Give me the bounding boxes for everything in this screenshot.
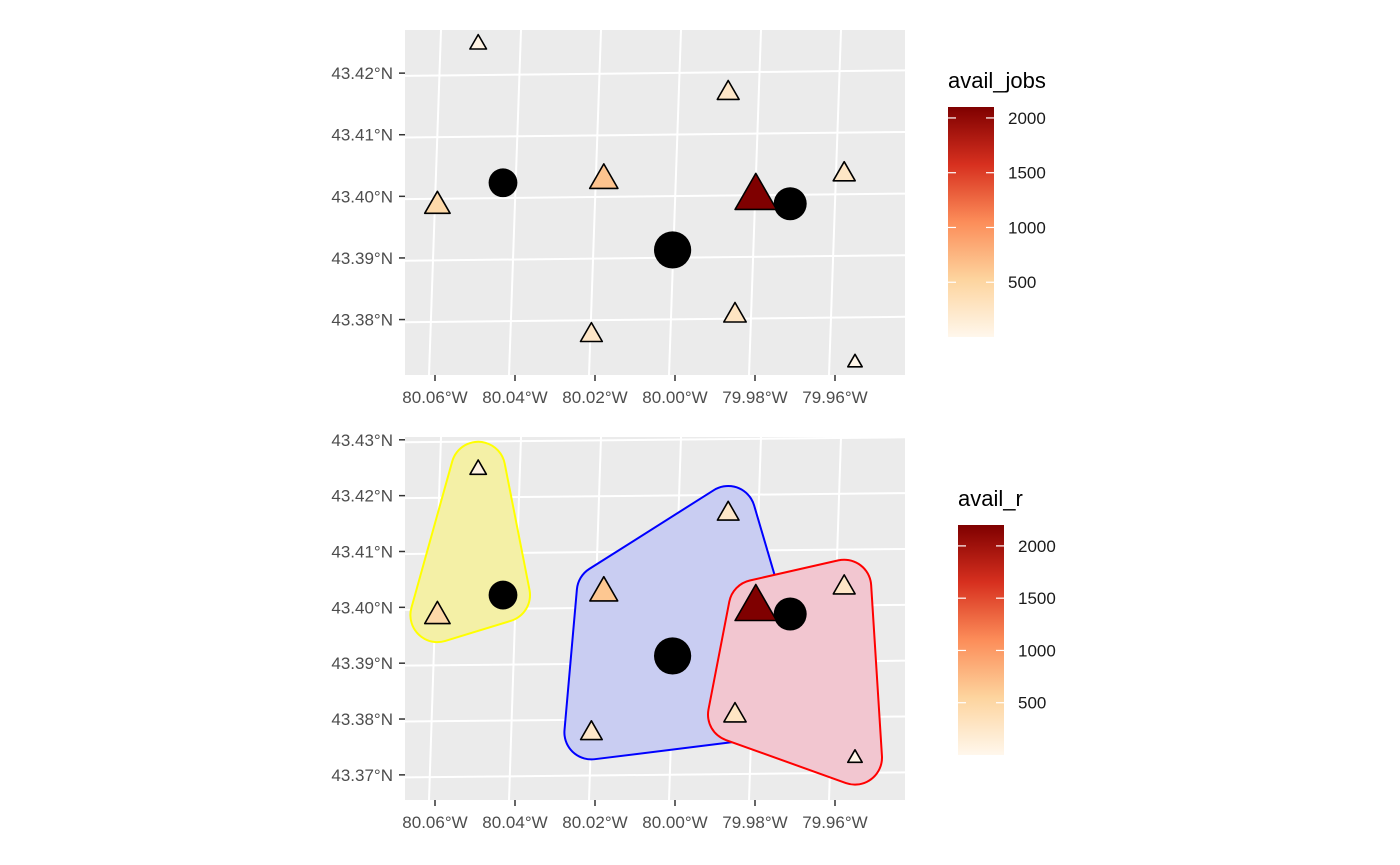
x-tick-label: 79.96°W <box>802 813 867 832</box>
point-triangle <box>734 583 778 622</box>
point-circle <box>654 637 692 675</box>
x-tick-label: 80.02°W <box>562 388 627 407</box>
legend-title: avail_jobs <box>948 68 1046 93</box>
point-circle <box>488 168 518 198</box>
point-triangle <box>469 33 488 50</box>
x-tick-label: 80.06°W <box>402 813 467 832</box>
legend-label: 1500 <box>1018 589 1056 608</box>
gridline-lon <box>508 30 522 375</box>
point-triangle <box>846 748 864 764</box>
point-circle <box>773 597 807 631</box>
legend-label: 1000 <box>1008 218 1046 237</box>
region-inner-1 <box>411 442 529 642</box>
y-tick-label: 43.40°N <box>331 187 393 206</box>
point-triangle <box>579 719 604 741</box>
x-tick-label: 80.04°W <box>482 388 547 407</box>
legend: avail_r 2000 1500 1000 500 <box>958 486 1056 755</box>
point-triangle <box>469 459 488 476</box>
y-tick-label: 43.42°N <box>331 64 393 83</box>
y-tick-label: 43.37°N <box>331 766 393 785</box>
legend: avail_jobs 2000 1500 1000 500 <box>948 68 1046 337</box>
x-tick-label: 80.00°W <box>642 813 707 832</box>
y-tick-label: 43.43°N <box>331 431 393 450</box>
points <box>423 459 864 764</box>
point-triangle <box>716 500 740 521</box>
legend-label: 2000 <box>1008 109 1046 128</box>
point-triangle <box>846 353 864 368</box>
y-tick-label: 43.40°N <box>331 598 393 617</box>
x-tick-label: 80.06°W <box>402 388 467 407</box>
y-tick-label: 43.41°N <box>331 126 393 145</box>
point-triangle <box>832 160 857 182</box>
point-triangle <box>423 600 451 625</box>
point-triangle <box>734 172 778 211</box>
gridline-lat <box>405 130 905 139</box>
point-triangle <box>579 321 604 343</box>
gridline-lon <box>668 30 682 375</box>
gridline-lat <box>405 254 905 262</box>
point-circle <box>654 231 692 269</box>
legend-label: 1500 <box>1008 164 1046 183</box>
legend-label: 500 <box>1008 273 1036 292</box>
gridline-lat <box>405 69 905 77</box>
point-triangle <box>722 301 748 323</box>
point-triangle <box>588 163 619 190</box>
legend-colorbar <box>958 525 1004 755</box>
x-tick-label: 80.00°W <box>642 388 707 407</box>
y-tick-label: 43.39°N <box>331 654 393 673</box>
x-tick-label: 80.02°W <box>562 813 627 832</box>
legend-label: 2000 <box>1018 537 1056 556</box>
y-tick-label: 43.41°N <box>331 542 393 561</box>
point-circle <box>773 187 807 221</box>
x-tick-label: 79.98°W <box>722 813 787 832</box>
gridlines <box>405 30 905 375</box>
points <box>423 33 864 368</box>
gridline-lat <box>405 192 905 201</box>
point-triangle <box>723 701 747 723</box>
point-triangle <box>423 190 451 215</box>
y-tick-label: 43.38°N <box>331 311 393 330</box>
gridline-lon <box>588 30 602 375</box>
y-tick-label: 43.39°N <box>331 249 393 268</box>
panel-1: 43.38°N 43.39°N 43.40°N 43.41°N 43.42°N 80.06… <box>331 30 1046 407</box>
gridline-lat <box>405 315 905 324</box>
x-tick-label: 79.96°W <box>802 388 867 407</box>
legend-label: 500 <box>1018 694 1046 713</box>
x-tick-label: 79.98°W <box>722 388 787 407</box>
point-triangle <box>589 575 619 602</box>
point-circle <box>488 580 518 610</box>
y-tick-label: 43.42°N <box>331 487 393 506</box>
gridline-lat <box>405 437 905 444</box>
point-triangle <box>832 574 856 595</box>
legend-label: 1000 <box>1018 641 1056 660</box>
legend-colorbar <box>948 107 994 337</box>
point-triangle <box>716 79 740 101</box>
legend-title: avail_r <box>958 486 1023 511</box>
panel-2: 43.37°N 43.38°N 43.39°N 43.40°N 43.41°N 43.42… <box>331 431 1055 832</box>
x-tick-label: 80.04°W <box>482 813 547 832</box>
y-tick-label: 43.38°N <box>331 710 393 729</box>
